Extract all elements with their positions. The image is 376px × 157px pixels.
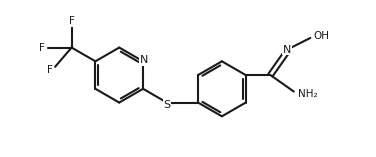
Text: S: S: [163, 100, 170, 110]
Text: OH: OH: [313, 31, 329, 41]
Text: N: N: [140, 55, 148, 65]
Text: F: F: [69, 16, 74, 26]
Text: NH₂: NH₂: [298, 89, 317, 99]
Text: F: F: [39, 43, 45, 53]
Text: F: F: [47, 65, 53, 75]
Text: N: N: [283, 45, 291, 55]
